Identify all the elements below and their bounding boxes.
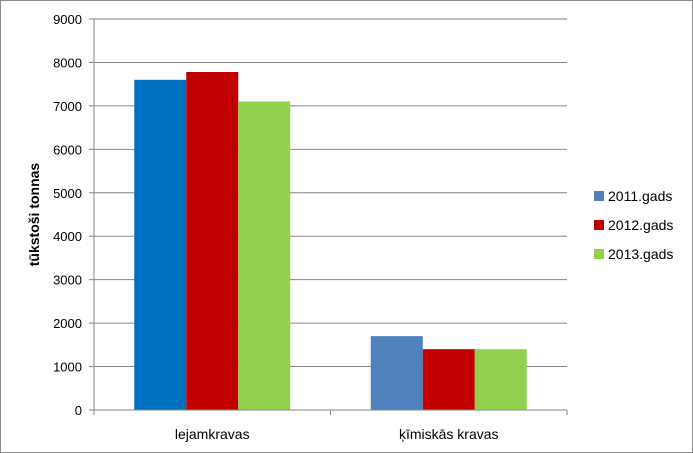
legend-label: 2011.gads bbox=[608, 188, 672, 204]
y-tick-label: 5000 bbox=[53, 186, 82, 201]
bar bbox=[474, 349, 527, 410]
bar bbox=[186, 72, 239, 410]
legend-label: 2012.gads bbox=[608, 217, 673, 233]
x-category-label: ķīmiskās kravas bbox=[399, 426, 499, 442]
y-tick-label: 6000 bbox=[53, 142, 82, 157]
bar bbox=[134, 79, 187, 411]
legend-swatch bbox=[594, 220, 604, 230]
y-axis-title: tūkstoši tonnas bbox=[26, 163, 42, 267]
bar bbox=[238, 101, 291, 411]
y-tick-label: 0 bbox=[75, 403, 82, 418]
y-tick-label: 1000 bbox=[53, 360, 82, 375]
category-labels: lejamkravas ķīmiskās kravas bbox=[175, 426, 499, 442]
bar bbox=[370, 336, 423, 410]
y-tick-label: 3000 bbox=[53, 273, 82, 288]
legend-swatch bbox=[594, 249, 604, 259]
bar bbox=[422, 349, 475, 410]
x-category-label: lejamkravas bbox=[175, 426, 250, 442]
legend-label: 2013.gads bbox=[608, 246, 673, 262]
y-tick-label: 2000 bbox=[53, 316, 82, 331]
legend: 2011.gads 2012.gads 2013.gads bbox=[594, 188, 673, 262]
y-tick-labels: 0 1000 2000 3000 4000 5000 6000 7000 8000 9000 bbox=[53, 12, 82, 418]
y-tick-label: 7000 bbox=[53, 99, 82, 114]
axes bbox=[89, 19, 568, 415]
bars bbox=[134, 72, 527, 411]
y-tick-label: 8000 bbox=[53, 55, 82, 70]
y-tick-label: 4000 bbox=[53, 229, 82, 244]
legend-swatch bbox=[594, 191, 604, 201]
y-tick-label: 9000 bbox=[53, 12, 82, 27]
